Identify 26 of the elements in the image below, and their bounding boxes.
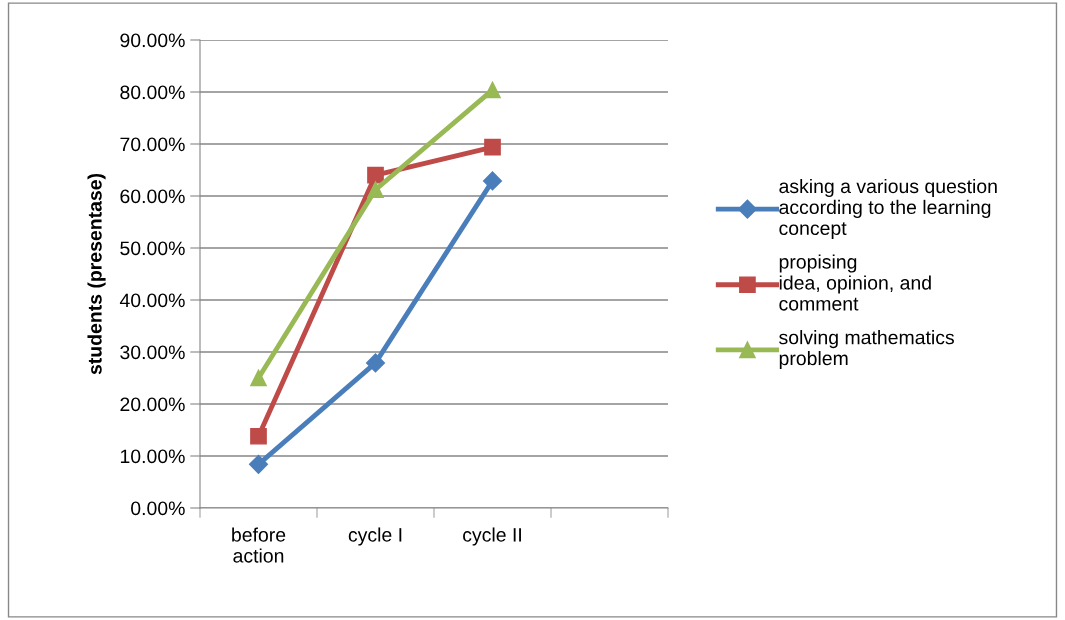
x-tick-label: cycle I [348,527,402,546]
y-tick-label: 80.00% [120,85,185,100]
y-axis-title: students (presentase) [87,173,106,375]
point [248,454,269,474]
y-tick-label: 60.00% [120,189,185,204]
y-tick-label: 10.00% [120,449,185,464]
point [250,369,267,387]
legend-label: asking a various question according to the learning concept [779,178,997,239]
x-tick-label: before action [232,527,286,563]
legend-label: solving mathematics problem [779,330,954,370]
y-tick-label: 20.00% [120,397,185,412]
point [484,81,501,99]
point [482,171,503,191]
y-tick-label: 30.00% [120,345,185,360]
point [250,427,267,445]
y-tick-label: 90.00% [120,33,185,48]
point [484,138,501,156]
y-tick-label: 0.00% [131,501,185,516]
point [367,181,384,199]
y-tick-label: 40.00% [119,293,185,308]
x-tick-label: cycle II [463,527,521,546]
point [367,166,384,184]
y-tick-label: 50.00% [120,241,185,256]
point [365,353,386,373]
legend-label: propising idea, opinion, and comment [779,254,931,311]
y-tick-label: 70.00% [120,137,185,152]
